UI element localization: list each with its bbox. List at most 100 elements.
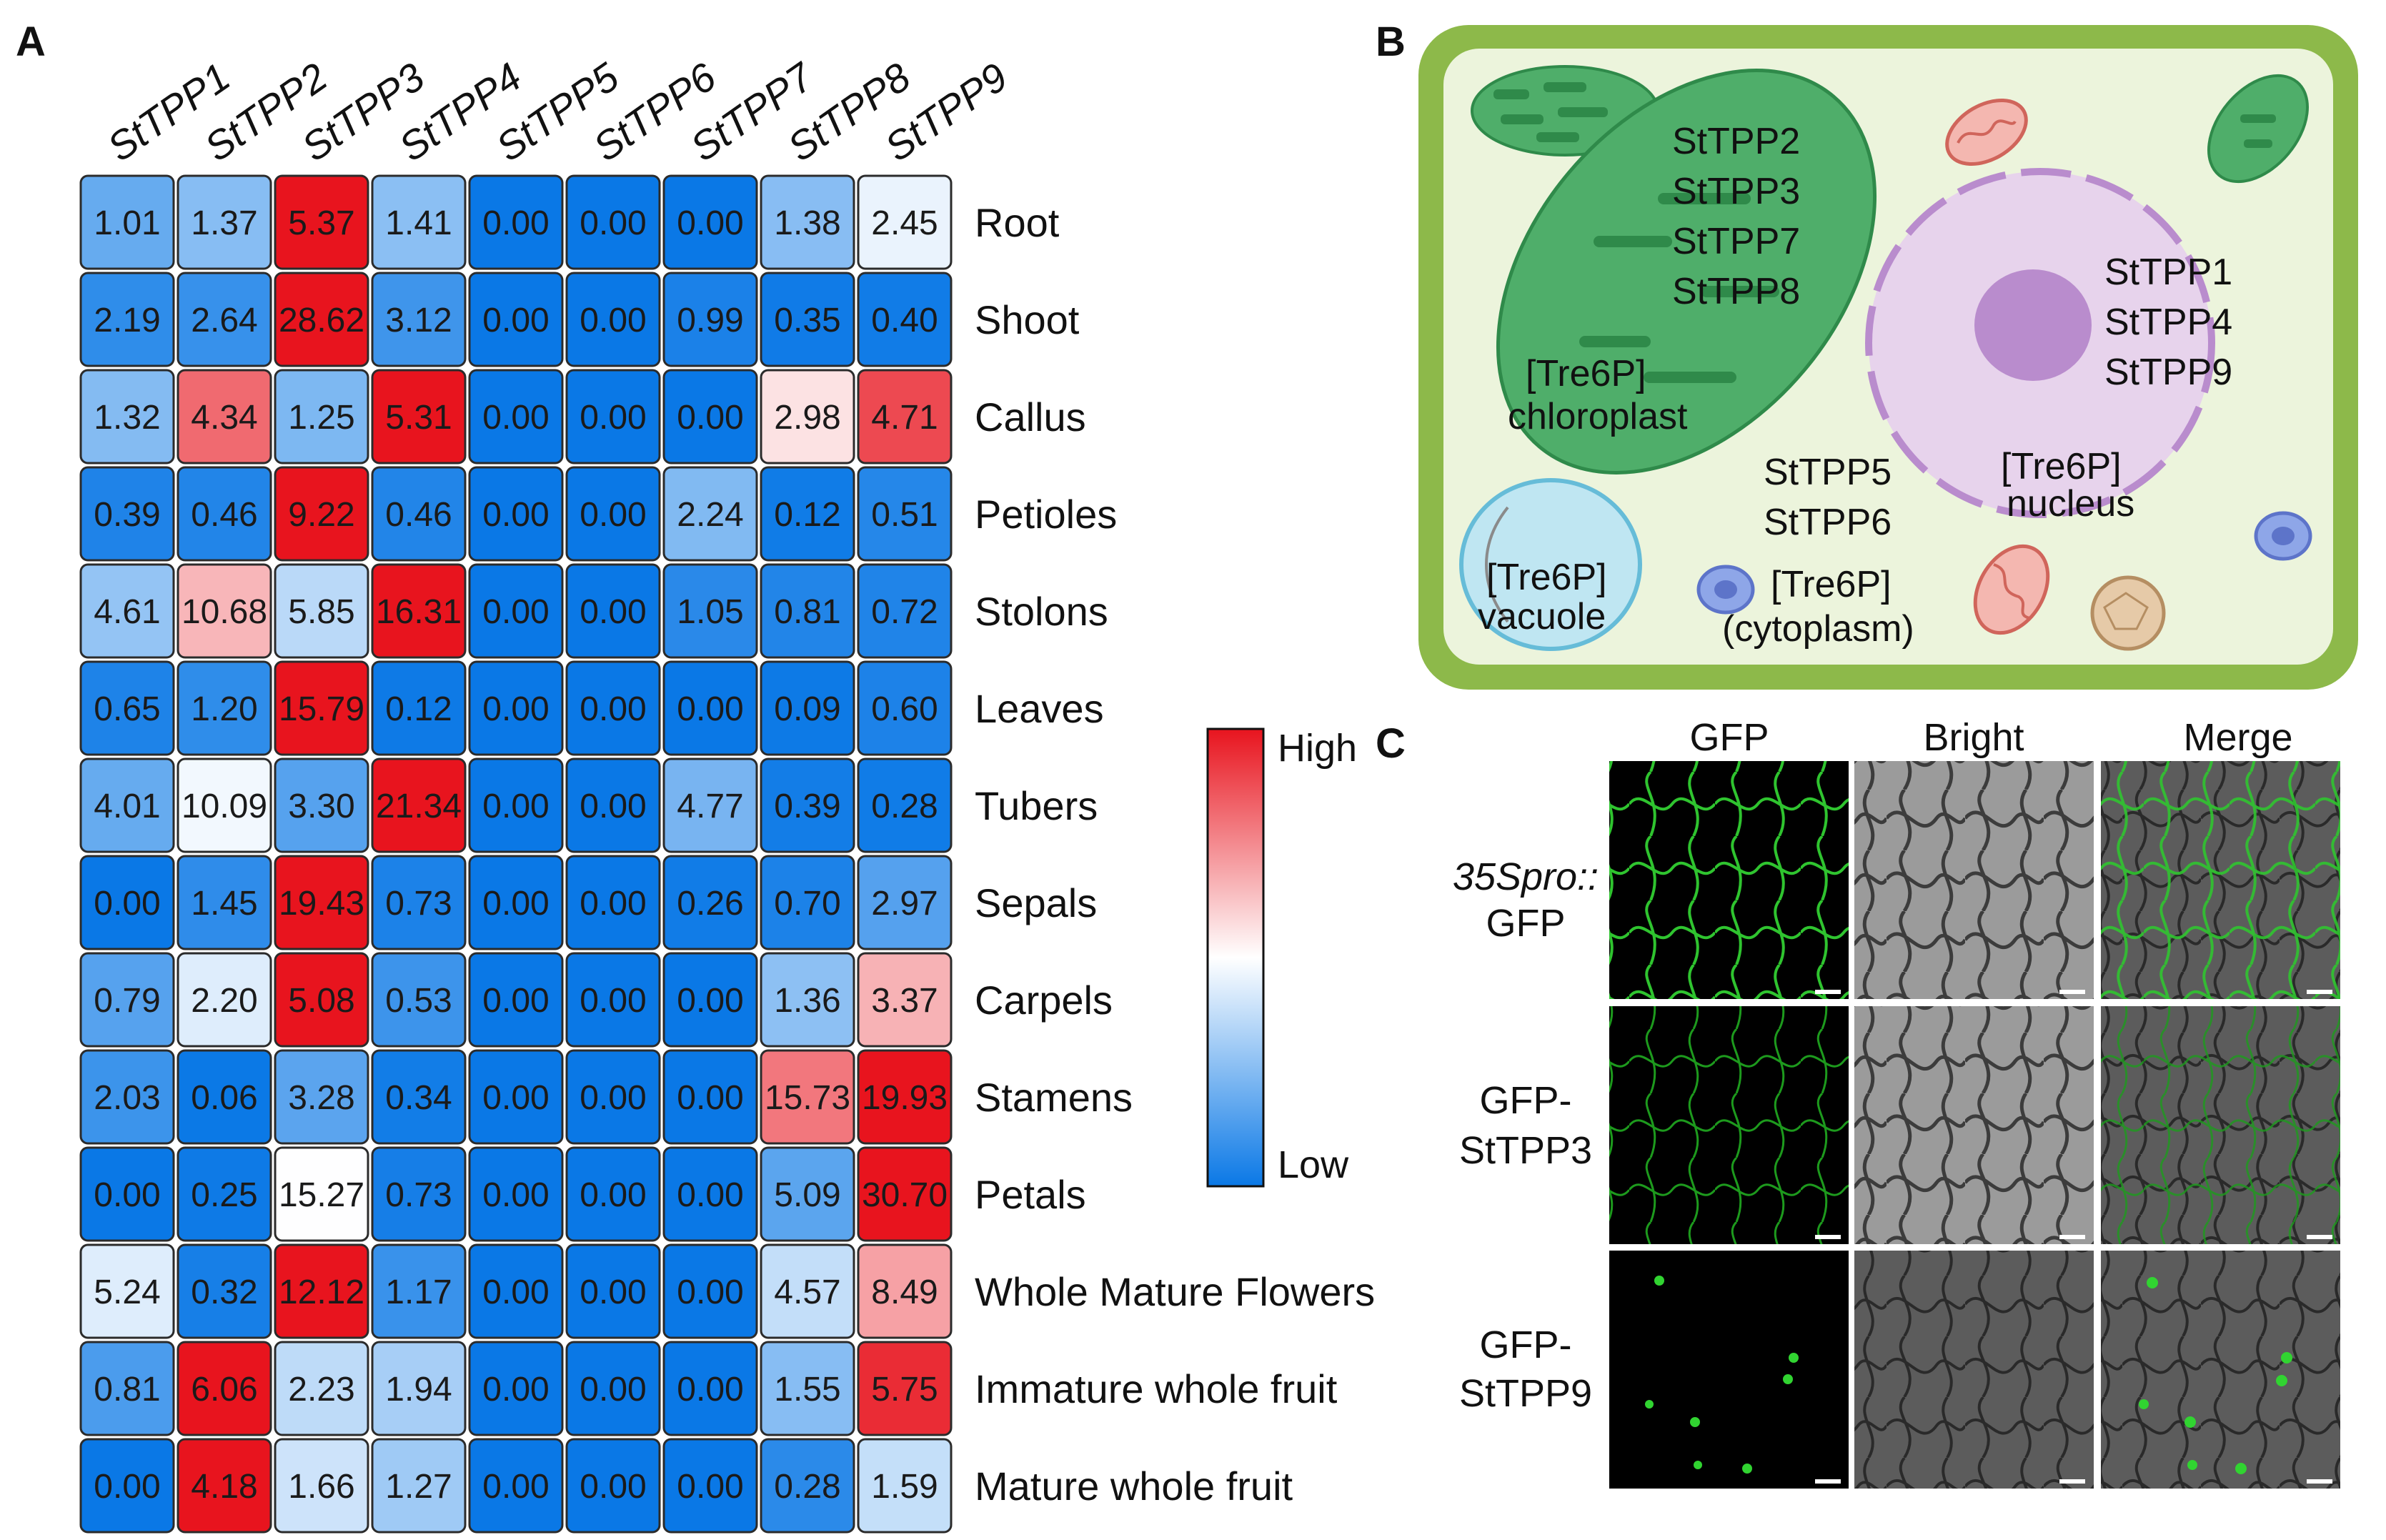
- heatmap-cell: [857, 855, 953, 950]
- heatmap-cell-value: 0.00: [482, 496, 549, 534]
- heatmap-cell: [79, 1438, 175, 1534]
- legend-low-label: Low: [1278, 1143, 1349, 1186]
- tissue-row-label: Whole Mature Flowers: [975, 1269, 1375, 1314]
- heatmap-cell: [662, 952, 758, 1048]
- heatmap-cell: [177, 174, 272, 270]
- cytoplasm-label-1: [Tre6P]: [1771, 564, 1892, 605]
- heatmap-cell-value: 0.35: [774, 302, 840, 339]
- heatmap-cell-value: 1.17: [385, 1273, 452, 1311]
- heatmap-cell: [565, 1438, 661, 1534]
- heatmap-cell: [177, 757, 272, 853]
- heatmap-cell: [857, 660, 953, 756]
- heatmap-cell-value: 1.94: [385, 1371, 452, 1409]
- color-legend: High Low: [1206, 727, 1357, 1188]
- row-label-2-line2: StTPP3: [1459, 1129, 1592, 1172]
- heatmap-cell: [662, 174, 758, 270]
- heatmap-cell: [177, 369, 272, 465]
- heatmap-cell: [468, 563, 564, 659]
- heatmap-cell: [662, 855, 758, 950]
- heatmap-cell: [177, 1438, 272, 1534]
- heatmap-cell-value: 5.37: [288, 204, 354, 242]
- heatmap-cell: [79, 952, 175, 1048]
- tissue-row-label: Petals: [975, 1172, 1086, 1217]
- heatmap-cell: [274, 660, 369, 756]
- row-label-3-line2: StTPP9: [1459, 1372, 1592, 1415]
- heatmap-cell-value: 0.00: [580, 1273, 646, 1311]
- tissue-row-label: Petioles: [975, 492, 1117, 537]
- heatmap-cell: [79, 1146, 175, 1242]
- heatmap-cell: [857, 174, 953, 270]
- heatmap-cell-value: 6.06: [191, 1371, 257, 1409]
- heatmap-cell: [371, 1049, 467, 1145]
- heatmap-cell: [177, 952, 272, 1048]
- heatmap-cell: [565, 1049, 661, 1145]
- heatmap-cell: [177, 1049, 272, 1145]
- heatmap-cell-value: 4.34: [191, 399, 257, 437]
- heatmap-cell: [760, 1341, 855, 1436]
- heatmap-cell-value: 0.00: [580, 690, 646, 728]
- nucleus: [1865, 168, 2215, 518]
- heatmap-cell: [565, 1243, 661, 1339]
- heatmap-cell-value: 2.03: [94, 1079, 160, 1117]
- image-merge-sttpp3-signal: [2101, 1006, 2340, 1244]
- heatmap-cell-value: 2.24: [677, 496, 743, 534]
- heatmap-cell: [177, 466, 272, 562]
- heatmap-cell-value: 0.12: [385, 690, 452, 728]
- heatmap-cell: [760, 952, 855, 1048]
- heatmap-cell-value: 0.00: [677, 399, 743, 437]
- heatmap-cell: [565, 272, 661, 367]
- panel-label-b: B: [1376, 19, 1406, 65]
- heatmap-cell-value: 0.53: [385, 982, 452, 1020]
- heatmap-cell-value: 2.98: [774, 399, 840, 437]
- heatmap-cell-value: 1.05: [677, 593, 743, 631]
- heatmap-cell: [468, 1341, 564, 1436]
- heatmap-cell-value: 0.70: [774, 885, 840, 923]
- heatmap-cell: [760, 466, 855, 562]
- panel-label-a: A: [16, 19, 46, 65]
- heatmap-cell-value: 1.38: [774, 204, 840, 242]
- heatmap-cell-value: 0.00: [482, 885, 549, 923]
- tissue-row-label: Immature whole fruit: [975, 1366, 1338, 1411]
- heatmap-cell-value: 1.45: [191, 885, 257, 923]
- heatmap-cell-value: 2.64: [191, 302, 257, 339]
- heatmap-cell-value: 3.12: [385, 302, 452, 339]
- heatmap-cell-value: 0.00: [580, 593, 646, 631]
- heatmap-cell-value: 0.00: [580, 302, 646, 339]
- heatmap-cell: [760, 1438, 855, 1534]
- heatmap-cell: [274, 369, 369, 465]
- heatmap-cell: [177, 660, 272, 756]
- heatmap-cell: [662, 369, 758, 465]
- heatmap-cell: [274, 1243, 369, 1339]
- heatmap-cell: [79, 174, 175, 270]
- image-gfp-sttpp9: [1609, 1251, 1849, 1489]
- heatmap-cell: [857, 1438, 953, 1534]
- heatmap-cell: [371, 660, 467, 756]
- image-gfp-sttpp3-signal: [1609, 1006, 1849, 1244]
- heatmap-cell-value: 0.00: [482, 1079, 549, 1117]
- heatmap-cell: [468, 757, 564, 853]
- heatmap-cell-value: 0.00: [482, 1273, 549, 1311]
- heatmap-cell-value: 0.06: [191, 1079, 257, 1117]
- heatmap-cell: [468, 952, 564, 1048]
- heatmap-cell-value: 0.99: [677, 302, 743, 339]
- heatmap-cell-value: 12.12: [279, 1273, 364, 1311]
- heatmap-cell: [79, 272, 175, 367]
- heatmap-cell-value: 0.40: [871, 302, 938, 339]
- heatmap-cell-value: 0.00: [94, 1176, 160, 1214]
- heatmap-cell-value: 0.00: [482, 1176, 549, 1214]
- nucleus-label-2: nucleus: [2007, 483, 2134, 525]
- heatmap-cell: [371, 466, 467, 562]
- heatmap-cell: [760, 272, 855, 367]
- heatmap-cell: [565, 952, 661, 1048]
- heatmap-cell-value: 0.00: [482, 593, 549, 631]
- mitochondrion-icon-bottom: [1973, 544, 2050, 635]
- cell-diagram: StTPP2 StTPP3 StTPP7 StTPP8 [Tre6P] chlo…: [1418, 25, 2358, 690]
- heatmap-cell-value: 0.00: [94, 1468, 160, 1506]
- heatmap-cell-value: 0.32: [191, 1273, 257, 1311]
- heatmap-cell: [274, 952, 369, 1048]
- heatmap-cell: [177, 563, 272, 659]
- column-header-merge: Merge: [2183, 716, 2292, 759]
- heatmap-cell: [274, 1341, 369, 1436]
- image-gfp-35s-signal: [1609, 761, 1849, 999]
- heatmap-cell: [371, 369, 467, 465]
